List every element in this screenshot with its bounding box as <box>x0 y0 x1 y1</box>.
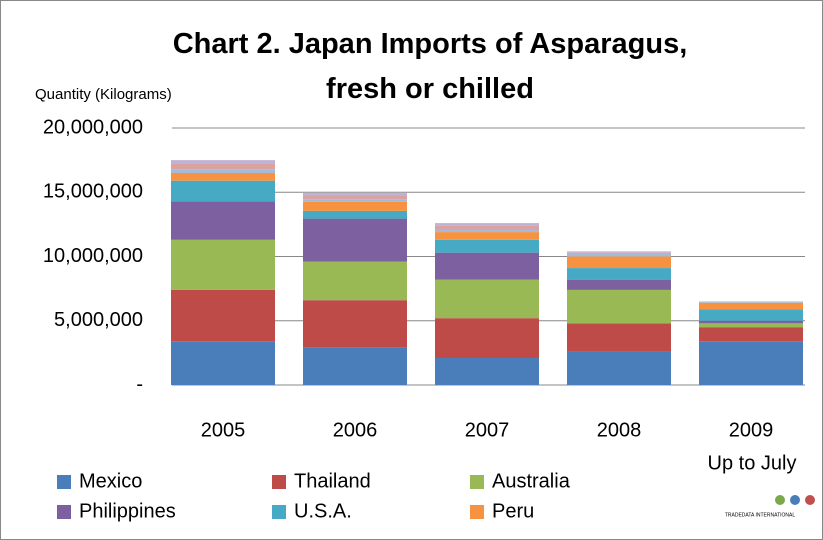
y-tick-label: 5,000,000 <box>54 309 143 331</box>
bar-segment <box>171 289 275 342</box>
bar-segment <box>171 180 275 202</box>
bar-segment <box>699 320 803 324</box>
logo-icon <box>775 495 785 505</box>
legend-swatch <box>470 505 484 519</box>
bar-segment <box>435 229 539 233</box>
bar-segment <box>567 256 671 269</box>
legend-swatch <box>57 475 71 489</box>
legend-swatch <box>57 505 71 519</box>
y-tick-label: 20,000,000 <box>43 116 143 138</box>
bar-segment <box>699 341 803 385</box>
bar-segment <box>303 218 407 262</box>
bar-segment <box>435 239 539 253</box>
legend-label: Philippines <box>79 500 176 522</box>
logo-icon <box>805 495 815 505</box>
chart-title: Chart 2. Japan Imports of Asparagus, fre… <box>172 28 688 105</box>
bar-segment <box>171 172 275 181</box>
bar-segment <box>567 279 671 290</box>
bar-segment <box>567 289 671 324</box>
y-tick-label: 10,000,000 <box>43 245 143 267</box>
bar-segment <box>303 347 407 385</box>
x-tick-label: 2007 <box>465 419 510 441</box>
x-tick-label: 2008 <box>597 419 642 441</box>
legend-swatch <box>470 475 484 489</box>
x-tick-label: 2005 <box>201 419 246 441</box>
bar-segment <box>567 251 671 253</box>
bar-segment <box>303 261 407 301</box>
bar-segment <box>435 225 539 230</box>
legend-label: U.S.A. <box>294 500 352 522</box>
legend-label: Australia <box>492 470 571 492</box>
bar-segment <box>567 252 671 254</box>
bar-segment <box>699 301 803 303</box>
y-axis-label: Quantity (Kilograms) <box>35 86 172 103</box>
bar-segment <box>699 323 803 328</box>
bar-segment <box>435 232 539 240</box>
bar-segment <box>435 223 539 226</box>
bar-segment <box>303 199 407 202</box>
bar-segment <box>435 318 539 359</box>
legend-swatch <box>272 475 286 489</box>
y-tick-label: 15,000,000 <box>43 181 143 203</box>
bar-segment <box>303 210 407 219</box>
bar-segment <box>567 253 671 257</box>
bar-segment <box>303 201 407 211</box>
bar-segment <box>171 160 275 164</box>
bar-segment <box>567 323 671 352</box>
bar-segment <box>435 279 539 319</box>
bar-segment <box>567 351 671 385</box>
annotation: Up to July <box>708 452 797 474</box>
bar-segment <box>171 239 275 290</box>
logo: TRADEDATA INTERNATIONAL <box>725 512 796 518</box>
legend-label: Peru <box>492 500 534 522</box>
bar-segment <box>171 341 275 385</box>
bar-segment <box>171 169 275 173</box>
x-tick-label: 2009 <box>729 419 774 441</box>
bar-segment <box>435 358 539 385</box>
bar-segment <box>567 268 671 280</box>
bar-segment <box>171 163 275 170</box>
bar-segment <box>435 252 539 280</box>
bar-segment <box>699 302 803 310</box>
bar-segment <box>699 327 803 342</box>
y-tick-label: - <box>136 373 143 395</box>
bar-segment <box>699 309 803 321</box>
legend-label: Mexico <box>79 470 142 492</box>
bar-segment <box>303 195 407 200</box>
bar-segment <box>171 201 275 240</box>
x-tick-label: 2006 <box>333 419 378 441</box>
bar-segment <box>303 300 407 348</box>
logo-icon <box>790 495 800 505</box>
legend-label: Thailand <box>294 470 371 492</box>
legend-swatch <box>272 505 286 519</box>
bar-segment <box>303 192 407 196</box>
